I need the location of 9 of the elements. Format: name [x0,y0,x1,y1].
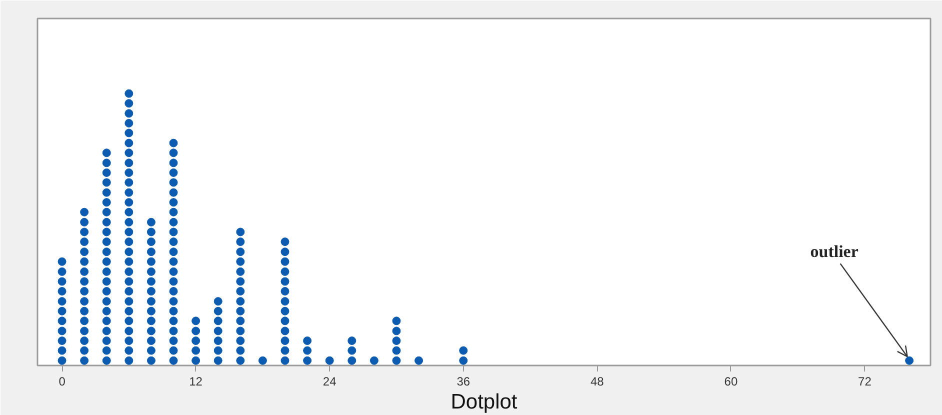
x-axis-title: Dotplot [450,390,518,414]
x-tick-label: 12 [189,374,203,388]
x-tick-label: 60 [724,374,738,388]
annotation: outlier [810,242,859,262]
x-tick-label: 0 [58,374,66,388]
x-tick-label: 48 [590,374,604,388]
x-tick-label: 72 [858,374,872,388]
x-tick-label: 36 [456,374,470,388]
x-tick-label: 24 [322,374,337,388]
